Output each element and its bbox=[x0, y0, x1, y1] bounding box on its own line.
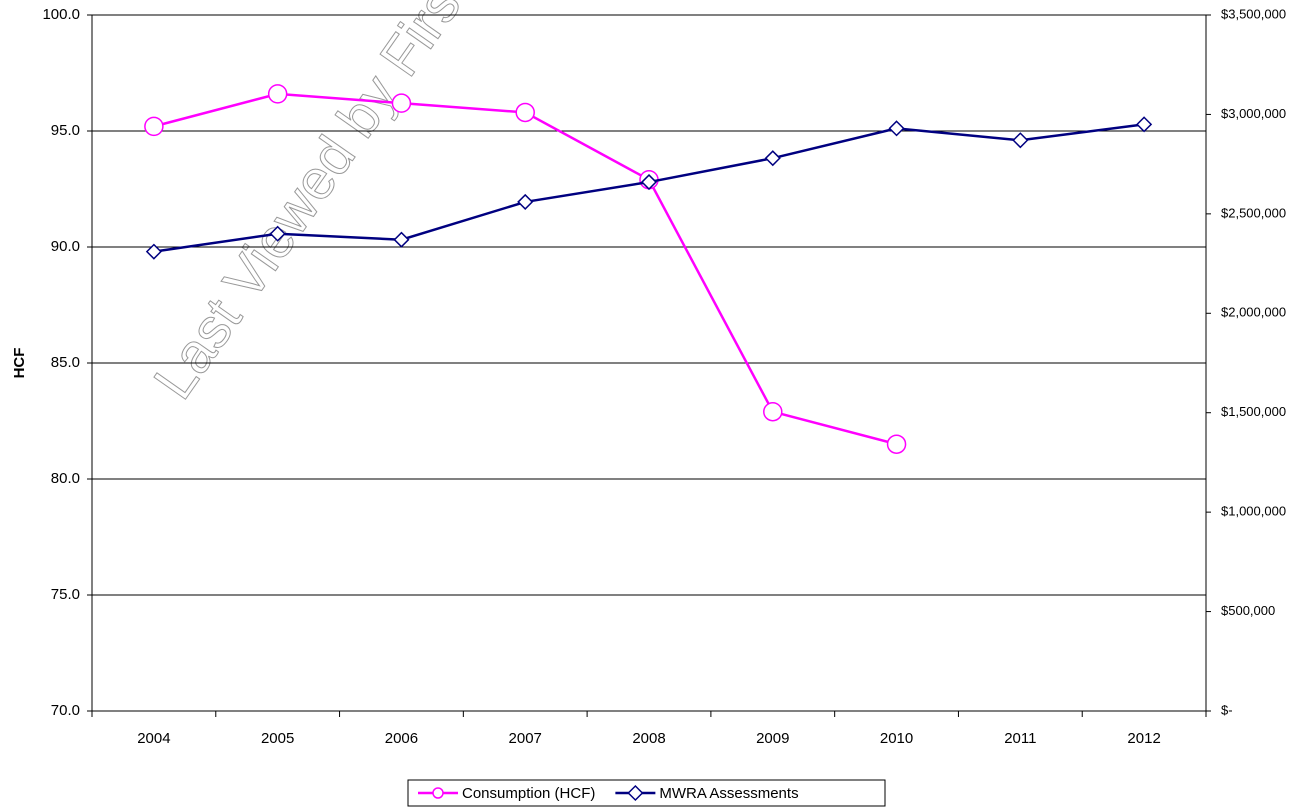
x-tick-label: 2008 bbox=[632, 730, 665, 747]
marker bbox=[886, 434, 907, 454]
x-tick-label: 2006 bbox=[385, 730, 418, 747]
y2-tick-label: $3,000,000 bbox=[1221, 106, 1286, 121]
marker bbox=[145, 243, 162, 260]
y-tick-label: 80.0 bbox=[51, 470, 80, 487]
y-tick-label: 85.0 bbox=[51, 354, 80, 371]
marker bbox=[763, 401, 783, 422]
legend: Consumption (HCF) MWRA Assessments bbox=[407, 779, 886, 807]
y2-tick-label: $1,500,000 bbox=[1221, 404, 1286, 419]
marker bbox=[517, 193, 534, 210]
x-tick-label: 2005 bbox=[261, 730, 294, 747]
y-tick-label: 95.0 bbox=[51, 122, 80, 139]
y2-tick-label: $500,000 bbox=[1221, 603, 1275, 618]
marker bbox=[640, 173, 658, 191]
watermark: Last Viewed by First Circ bbox=[141, 0, 547, 410]
y2-tick-label: $2,000,000 bbox=[1221, 305, 1286, 320]
y-tick-label: 100.0 bbox=[42, 6, 80, 23]
x-tick-label: 2011 bbox=[1004, 730, 1036, 747]
legend-label: Consumption (HCF) bbox=[462, 785, 595, 802]
y2-tick-label: $2,500,000 bbox=[1221, 205, 1286, 220]
y2-tick-label: $- bbox=[1221, 702, 1233, 717]
x-tick-label: 2009 bbox=[756, 730, 789, 747]
marker bbox=[764, 150, 781, 167]
marker bbox=[888, 120, 905, 137]
legend-label: MWRA Assessments bbox=[659, 785, 798, 802]
legend-box bbox=[407, 779, 886, 807]
marker bbox=[393, 231, 410, 248]
marker bbox=[269, 225, 286, 242]
y2-tick-label: $3,500,000 bbox=[1221, 6, 1286, 21]
x-tick-label: 2010 bbox=[880, 730, 913, 747]
marker bbox=[515, 102, 535, 123]
y-tick-label: 75.0 bbox=[51, 586, 80, 603]
marker bbox=[144, 116, 164, 137]
y2-tick-label: $1,000,000 bbox=[1221, 504, 1286, 519]
marker bbox=[1136, 116, 1153, 133]
marker bbox=[267, 84, 288, 104]
x-tick-label: 2004 bbox=[137, 730, 170, 747]
marker bbox=[1012, 132, 1029, 149]
marker bbox=[391, 93, 412, 113]
y-tick-label: 90.0 bbox=[51, 238, 80, 255]
x-tick-label: 2012 bbox=[1127, 730, 1160, 747]
y-axis-label: HCF bbox=[11, 348, 28, 379]
marker bbox=[432, 787, 444, 799]
x-tick-label: 2007 bbox=[509, 730, 542, 747]
marker bbox=[627, 784, 644, 802]
y-tick-label: 70.0 bbox=[51, 702, 80, 719]
